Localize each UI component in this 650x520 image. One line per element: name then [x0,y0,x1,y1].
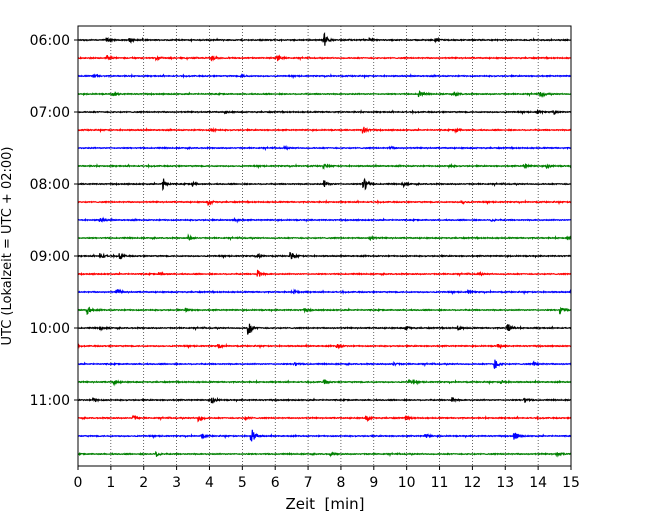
trace-11:15 [77,414,572,423]
plot-frame [77,25,572,467]
y-tick-label: 07:00 [30,105,70,121]
trace-10:00 [77,323,572,335]
trace-07:15 [77,126,572,134]
x-tick-label: 2 [139,475,148,491]
x-tick-label: 3 [172,475,181,491]
x-tick-label: 8 [336,475,345,491]
y-axis: 06:00 07:00 08:00 09:00 10:00 11:00 [30,33,78,409]
x-tick-label: 6 [271,475,280,491]
trace-08:00 [77,177,572,192]
x-tick-label: 10 [398,475,416,491]
trace-08:30 [77,216,572,224]
x-axis: 0 1 2 3 4 5 6 7 8 9 10 11 12 13 14 15 [74,466,580,491]
y-tick-label: 11:00 [30,393,70,409]
trace-06:15 [77,54,572,62]
x-tick-label: 11 [431,475,449,491]
trace-08:15 [77,199,572,207]
x-tick-label: 14 [529,475,547,491]
y-tick-label: 08:00 [30,177,70,193]
trace-07:00 [77,109,572,116]
x-tick-label: 1 [106,475,115,491]
x-tick-label: 9 [369,475,378,491]
trace-10:15 [77,342,572,350]
trace-07:30 [77,144,572,152]
y-axis-label: UTC (Lokalzeit = UTC + 02:00) [0,147,15,346]
trace-07:45 [77,162,572,170]
trace-06:30 [77,73,572,80]
trace-09:00 [77,251,572,260]
x-axis-label: Zeit [min] [285,495,364,513]
trace-09:30 [77,288,572,296]
trace-09:15 [77,269,572,278]
y-tick-label: 10:00 [30,321,70,337]
trace-09:45 [77,306,572,316]
trace-06:00 [77,32,572,46]
x-tick-label: 15 [562,475,580,491]
trace-06:45 [77,90,572,98]
trace-08:45 [77,233,572,242]
trace-11:00 [77,396,572,404]
trace-11:45 [77,450,572,458]
x-tick-label: 5 [238,475,247,491]
trace-series [77,32,572,458]
x-tick-label: 7 [304,475,313,491]
vertical-gridlines [110,26,539,466]
x-tick-label: 0 [74,475,83,491]
trace-11:30 [77,429,572,442]
y-tick-label: 06:00 [30,33,70,49]
x-tick-label: 4 [205,475,214,491]
y-tick-label: 09:00 [30,249,70,265]
trace-10:45 [77,378,572,387]
x-tick-label: 12 [463,475,481,491]
trace-10:30 [77,359,572,369]
x-tick-label: 13 [496,475,514,491]
